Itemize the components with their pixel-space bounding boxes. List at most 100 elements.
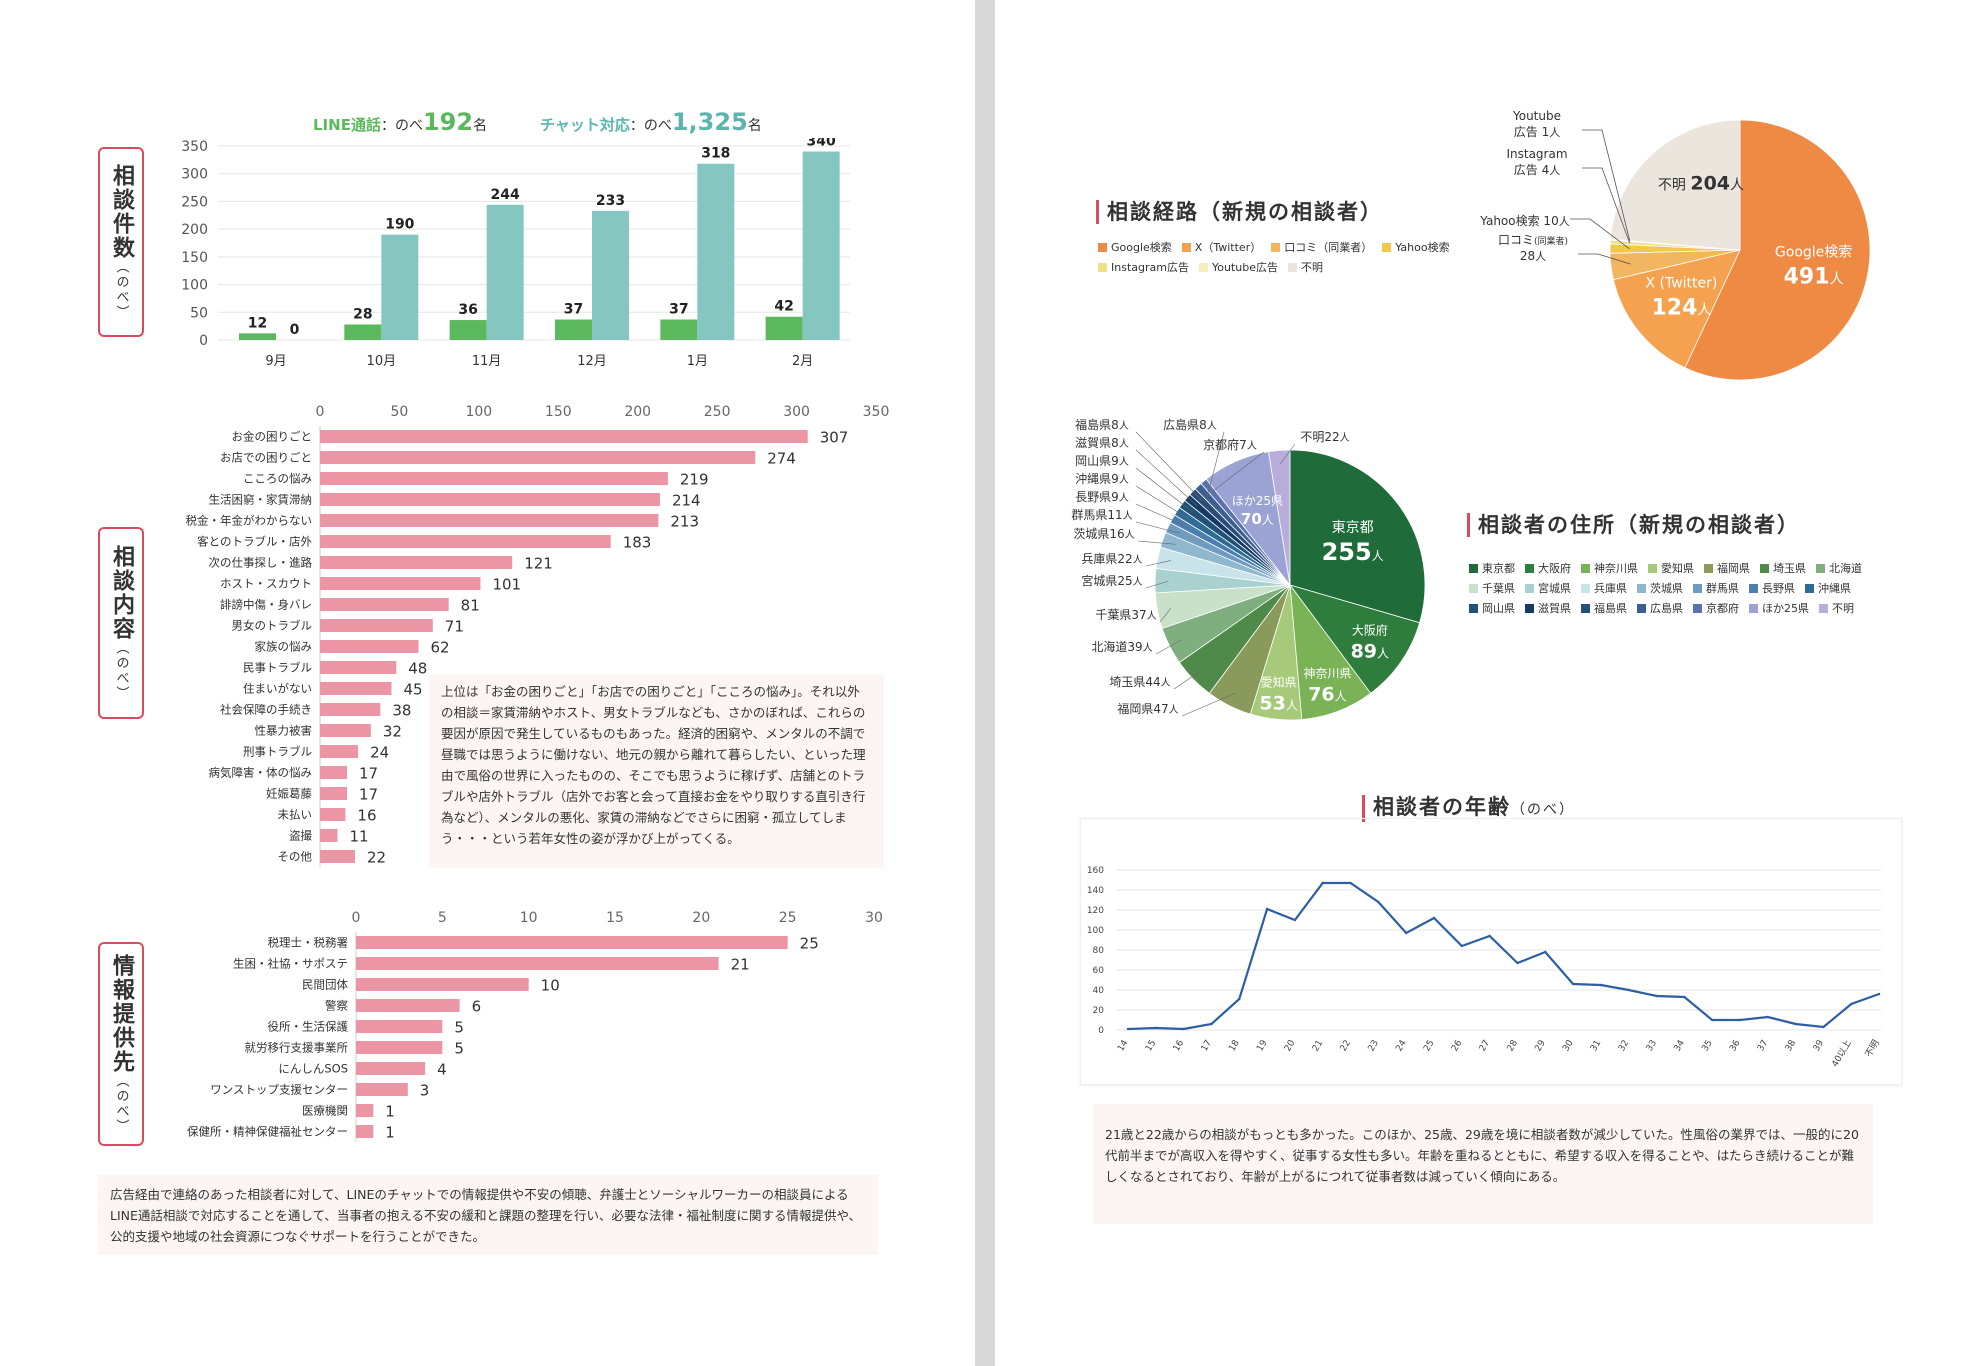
x-tick-label: 10月 bbox=[367, 354, 397, 369]
consult-count-label: 相談件数 （のべ） bbox=[98, 147, 144, 337]
x-tick-label: 1月 bbox=[687, 354, 708, 369]
legend-swatch bbox=[1181, 242, 1191, 252]
legend-item: 愛知県 bbox=[1648, 558, 1694, 578]
x-tick-label: 34 bbox=[1673, 1038, 1688, 1053]
x-tick-label: 30 bbox=[1561, 1038, 1576, 1053]
data-point bbox=[1265, 907, 1269, 911]
slice-label: 茨城県16人 bbox=[1073, 527, 1134, 541]
pie-slice bbox=[1610, 119, 1741, 251]
legend-label: 滋賀県 bbox=[1538, 602, 1571, 615]
legend-item: 北海道 bbox=[1816, 558, 1862, 578]
legend-label: 長野県 bbox=[1762, 582, 1795, 595]
legend-item: Youtube広告 bbox=[1198, 257, 1278, 277]
bar bbox=[320, 829, 338, 842]
legend-swatch bbox=[1760, 563, 1769, 573]
legend-label: 愛知県 bbox=[1661, 562, 1694, 575]
bar bbox=[320, 661, 397, 674]
data-label: 16 bbox=[357, 807, 376, 825]
legend-swatch bbox=[1581, 583, 1590, 593]
y-tick-label: 50 bbox=[190, 305, 208, 321]
bar bbox=[320, 472, 668, 485]
data-label: 0 bbox=[290, 322, 300, 338]
line-call-suffix: 名 bbox=[473, 118, 488, 134]
data-point bbox=[1794, 1022, 1797, 1026]
x-tick-label: 150 bbox=[545, 404, 572, 420]
data-label: 3 bbox=[420, 1082, 430, 1100]
slice-label: 広島県8人 bbox=[1163, 417, 1217, 432]
y-tick-label: 100 bbox=[1087, 926, 1104, 936]
legend-item: 埼玉県 bbox=[1760, 558, 1806, 578]
bar bbox=[356, 978, 529, 991]
content-bar-chart: 0 50 100 150 200 250 300 350 お金の困りごと 307 お店での困りごと 2… bbox=[186, 404, 890, 867]
legend-swatch bbox=[1098, 242, 1107, 252]
bar bbox=[320, 724, 371, 737]
x-tick-label: 33 bbox=[1645, 1039, 1659, 1054]
leader-line bbox=[1135, 521, 1181, 534]
bar bbox=[356, 957, 719, 970]
x-tick-label: 31 bbox=[1589, 1039, 1603, 1054]
legend-swatch bbox=[1693, 583, 1702, 593]
right-page: 相談経路（新規の相談者） Google検索 X（Twitter） 口コミ（同業者） Y… bbox=[995, 0, 1972, 1366]
slice-label-value: 491人 bbox=[1784, 264, 1844, 289]
category-label: 医療機関 bbox=[302, 1104, 348, 1118]
data-point bbox=[1822, 1025, 1825, 1029]
data-label: 4 bbox=[437, 1061, 447, 1079]
data-label: 5 bbox=[454, 1019, 464, 1037]
left-page: LINE通話：のべ192名 チャット対応：のべ1,325名 相談件数 （のべ） 0… bbox=[0, 0, 975, 1366]
legend-label: 埼玉県 bbox=[1773, 562, 1806, 575]
x-tick-label: 20 bbox=[692, 910, 710, 926]
info-provider-label-text: 情報提供先 bbox=[109, 954, 134, 1074]
x-tick-label: 23 bbox=[1367, 1039, 1381, 1054]
category-label: 誹謗中傷・身バレ bbox=[220, 598, 312, 612]
data-point bbox=[1738, 1018, 1742, 1022]
legend-swatch bbox=[1816, 563, 1825, 573]
data-label: 190 bbox=[385, 217, 414, 233]
leader-line bbox=[1280, 443, 1296, 465]
x-tick-label: 350 bbox=[863, 404, 890, 420]
age-line-chart: 0 20 40 60 80 100 120 140 160 14 15 16 17 18 19 20 21 22 2… bbox=[1087, 866, 1882, 1069]
x-tick-label: 25 bbox=[779, 910, 797, 926]
legend-item: 京都府 bbox=[1693, 598, 1739, 618]
line-call-count: 192 bbox=[422, 108, 474, 136]
legend-item: Instagram広告 bbox=[1098, 257, 1189, 277]
bar bbox=[320, 451, 756, 464]
x-tick-label: 36 bbox=[1728, 1038, 1743, 1053]
y-tick-label: 120 bbox=[1087, 906, 1104, 916]
residence-title: 相談者の住所（新規の相談者） bbox=[1467, 513, 1800, 537]
y-tick-label: 20 bbox=[1093, 1006, 1105, 1016]
route-title: 相談経路（新規の相談者） bbox=[1096, 200, 1383, 224]
x-tick-label: 0 bbox=[352, 910, 361, 926]
slice-label: 岡山県9人 bbox=[1075, 454, 1129, 468]
data-label: 244 bbox=[491, 187, 520, 203]
y-tick-label: 100 bbox=[181, 278, 208, 294]
legend-label: Instagram広告 bbox=[1111, 261, 1189, 274]
data-point bbox=[1126, 1027, 1130, 1031]
legend-label: 岡山県 bbox=[1482, 602, 1515, 615]
data-label: 233 bbox=[596, 193, 625, 209]
category-label: 刑事トラブル bbox=[243, 745, 312, 759]
bar bbox=[320, 808, 346, 821]
legend-swatch bbox=[1098, 262, 1107, 272]
legend-swatch bbox=[1469, 583, 1478, 593]
bar bbox=[320, 430, 808, 443]
slice-label: 埼玉県44人 bbox=[1109, 675, 1170, 689]
bar-chat bbox=[381, 234, 419, 340]
age-title-suffix: （のべ） bbox=[1511, 802, 1575, 818]
x-tick-label: 9月 bbox=[265, 354, 286, 369]
category-label: お店での困りごと bbox=[220, 451, 312, 465]
x-tick-label: 28 bbox=[1506, 1038, 1521, 1053]
category-label: にんしんSOS bbox=[278, 1062, 348, 1076]
x-tick-label: 40以上 bbox=[1830, 1038, 1854, 1069]
data-point bbox=[1349, 881, 1352, 885]
data-label: 71 bbox=[445, 618, 464, 636]
pie-slice bbox=[1268, 449, 1291, 586]
category-label: 生困・社協・サポステ bbox=[233, 957, 348, 971]
consult-count-label-text: 相談件数 bbox=[109, 164, 134, 260]
data-point bbox=[1599, 983, 1603, 987]
legend-item: 宮城県 bbox=[1525, 578, 1571, 598]
data-point bbox=[1627, 988, 1630, 992]
data-point bbox=[1766, 1015, 1770, 1019]
leader-line bbox=[1137, 540, 1176, 545]
bar bbox=[320, 640, 419, 653]
